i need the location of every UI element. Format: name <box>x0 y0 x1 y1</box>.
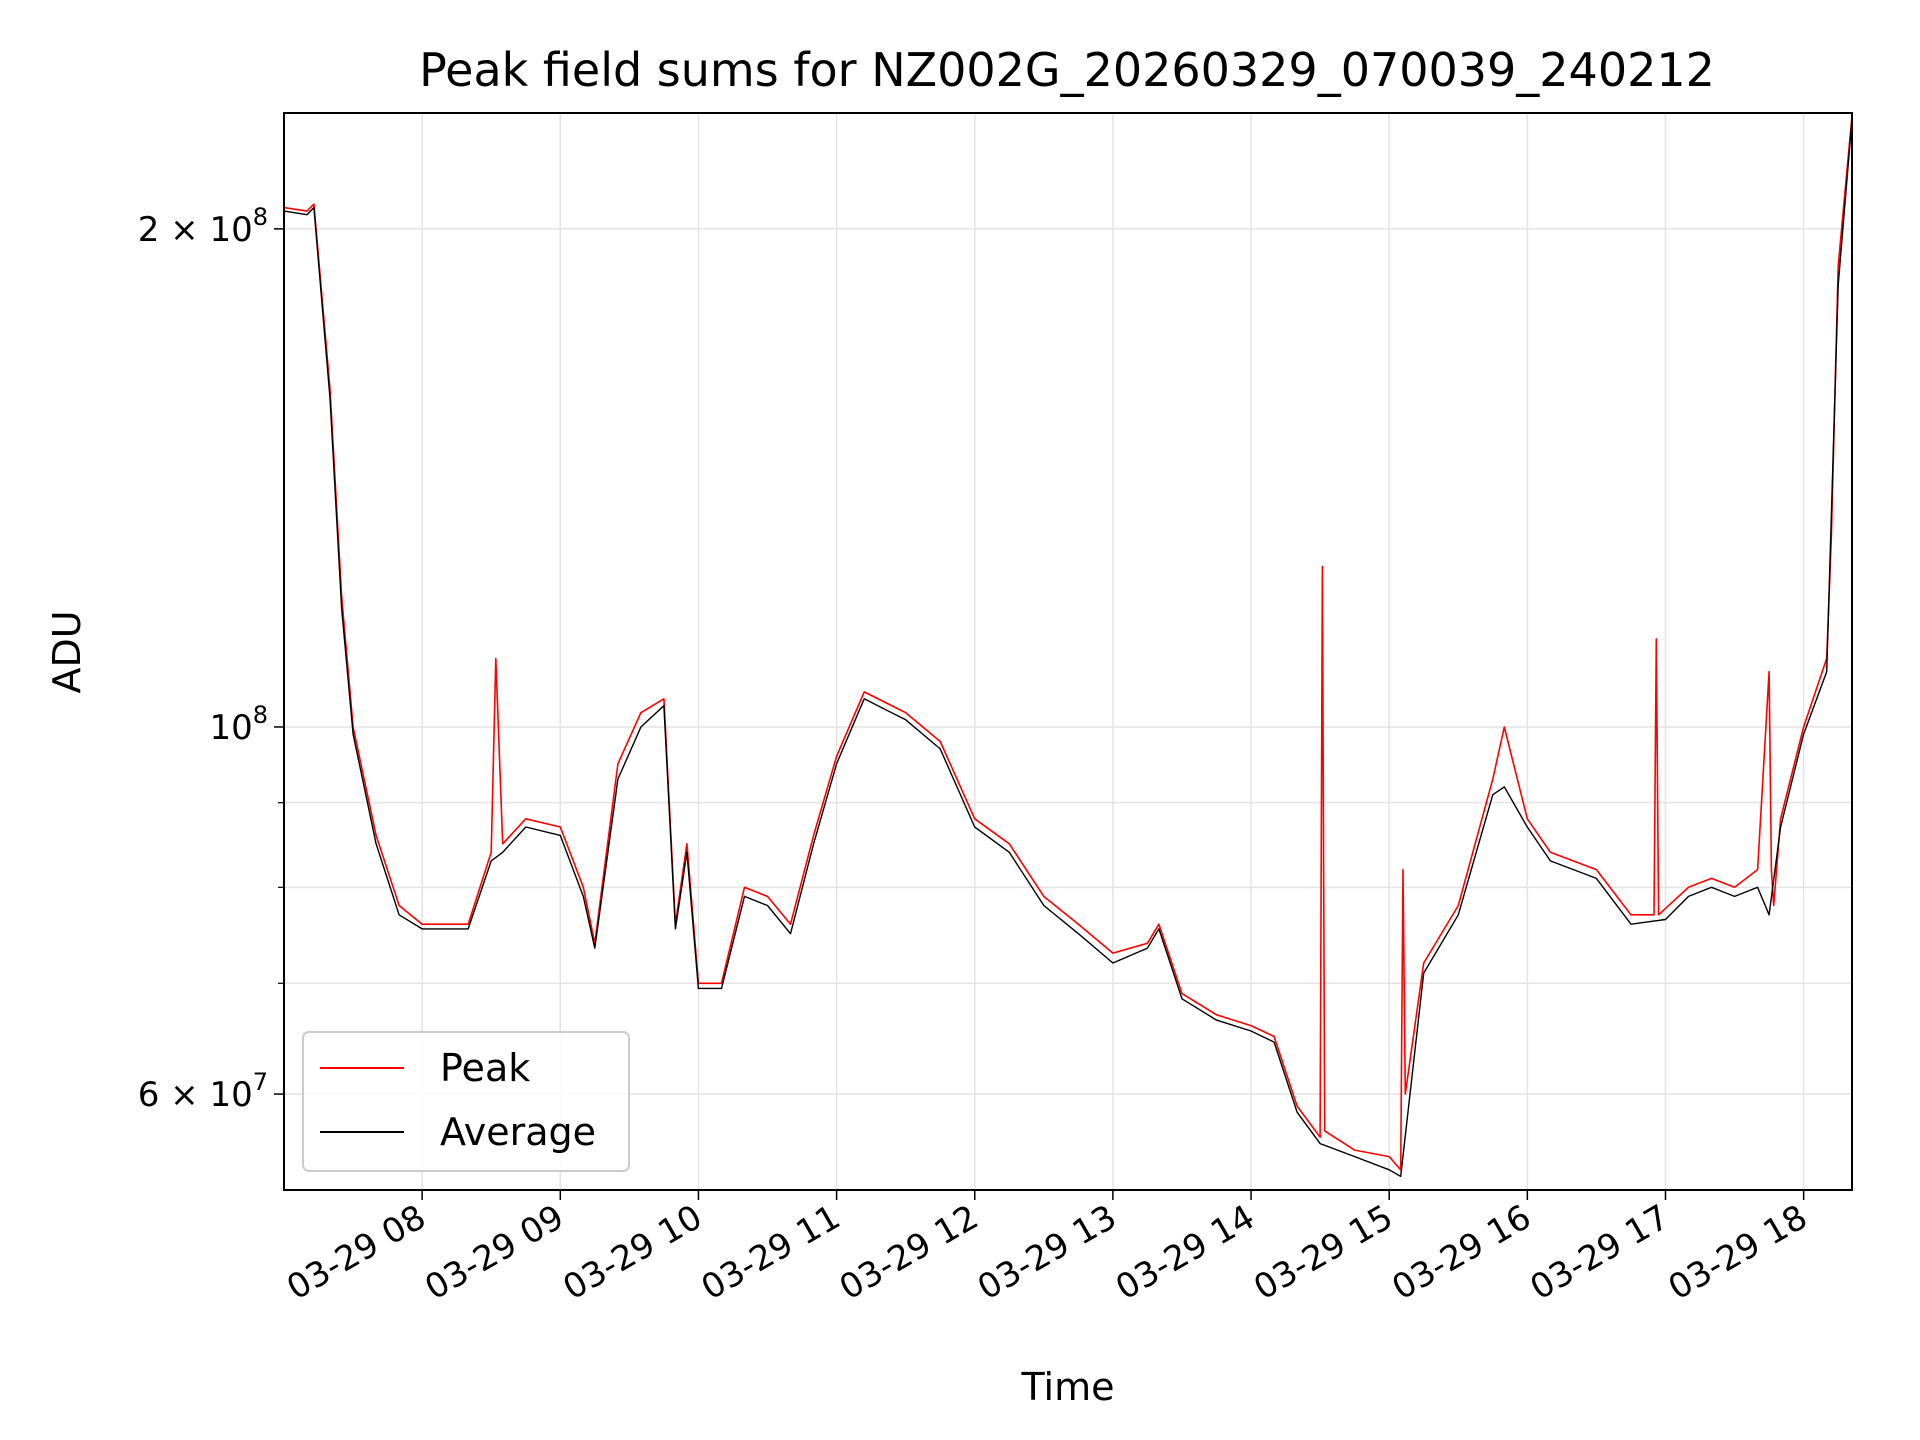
legend: Peak Average <box>302 1031 630 1172</box>
y-tick-exponent: 8 <box>253 203 268 231</box>
y-tick-exponent: 8 <box>253 701 268 729</box>
y-axis-label: ADU <box>45 610 89 693</box>
legend-label: Average <box>440 1110 596 1154</box>
y-tick-label: 108 <box>209 701 268 748</box>
legend-box <box>302 1031 630 1172</box>
grid <box>284 113 1852 1190</box>
legend-label: Peak <box>440 1046 530 1090</box>
chart-title: Peak field sums for NZ002G_20260329_0700… <box>419 43 1715 97</box>
y-tick-base: 2 × 10 <box>138 210 253 250</box>
y-tick-base: 6 × 10 <box>138 1075 253 1115</box>
plot-frame <box>283 112 1853 1191</box>
x-axis-label: Time <box>1021 1365 1115 1409</box>
y-tick-label: 2 × 108 <box>138 203 268 250</box>
y-tick-base: 10 <box>209 708 252 748</box>
y-tick-exponent: 7 <box>253 1068 268 1096</box>
y-tick-label: 6 × 107 <box>138 1068 268 1115</box>
series-line-peak <box>283 116 1853 1171</box>
series-line-average <box>283 119 1853 1178</box>
series-layer <box>283 116 1853 1178</box>
